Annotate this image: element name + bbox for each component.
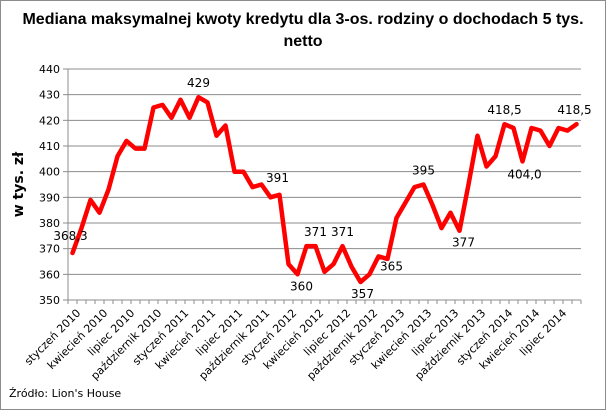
y-tick-label: 380 bbox=[39, 217, 60, 230]
y-tick-label: 350 bbox=[39, 294, 60, 307]
chart-title-line1: Mediana maksymalnej kwoty kredytu dla 3-… bbox=[22, 11, 584, 28]
data-label: 395 bbox=[412, 164, 435, 178]
data-label: 377 bbox=[452, 236, 475, 250]
data-label: 429 bbox=[187, 76, 210, 90]
series-line bbox=[70, 94, 579, 285]
y-tick-label: 410 bbox=[39, 140, 60, 153]
chart-title-line2: netto bbox=[283, 33, 323, 50]
chart-title: Mediana maksymalnej kwoty kredytu dla 3-… bbox=[1, 9, 605, 53]
data-label: 391 bbox=[266, 171, 289, 185]
y-tick-label: 370 bbox=[39, 243, 60, 256]
y-tick-label: 360 bbox=[39, 268, 60, 281]
y-tick-label: 440 bbox=[39, 63, 60, 76]
y-tick-label: 400 bbox=[39, 166, 60, 179]
y-tick-label: 390 bbox=[39, 191, 60, 204]
y-tick-label: 430 bbox=[39, 89, 60, 102]
data-label: 418,5 bbox=[557, 103, 591, 117]
data-labels: 368,3 429 391 360 371 371 357 365 395 377 418,5 404… bbox=[53, 76, 591, 301]
data-label: 418,5 bbox=[487, 103, 521, 117]
data-label: 360 bbox=[290, 279, 313, 293]
data-label: 365 bbox=[380, 259, 403, 273]
source-note: Źródło: Lion's House bbox=[9, 387, 122, 400]
data-label: 371 bbox=[331, 225, 354, 239]
y-tick-label: 420 bbox=[39, 114, 60, 127]
data-label: 368,3 bbox=[53, 229, 87, 243]
y-axis: 350 360 370 380 390 400 410 420 430 440 bbox=[39, 63, 68, 307]
data-label: 357 bbox=[351, 287, 374, 301]
y-axis-title: w tys. zł bbox=[11, 151, 27, 217]
data-label: 371 bbox=[304, 225, 327, 239]
data-label: 404,0 bbox=[507, 167, 541, 181]
gridlines bbox=[68, 68, 581, 275]
